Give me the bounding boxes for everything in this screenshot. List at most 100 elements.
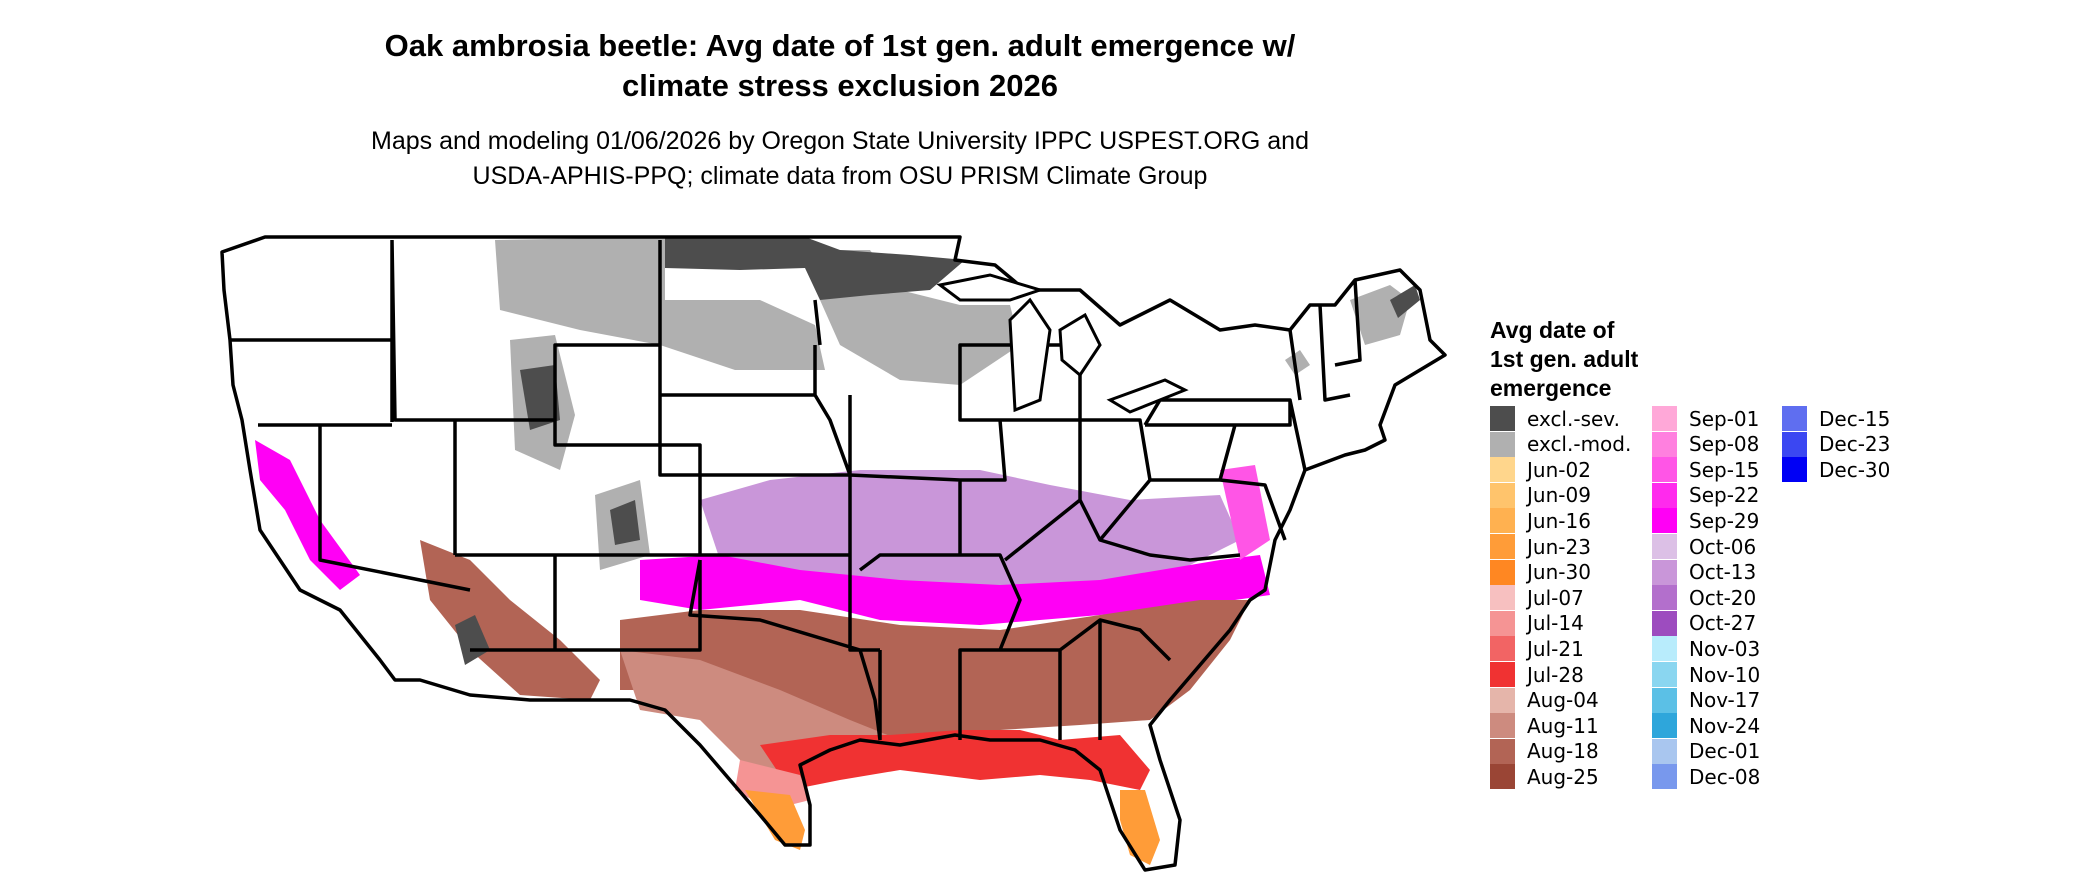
state-lines xyxy=(230,239,1362,741)
legend-label: Jul-07 xyxy=(1527,585,1584,610)
legend-label: Aug-25 xyxy=(1527,764,1599,789)
legend-item: Aug-04 xyxy=(1490,687,1599,713)
region-july-gulf xyxy=(760,730,1150,790)
legend-swatch xyxy=(1490,406,1515,431)
legend-swatch xyxy=(1490,508,1515,534)
legend-item: excl.-mod. xyxy=(1490,431,1632,457)
legend-swatch xyxy=(1652,534,1677,559)
legend-label: Dec-01 xyxy=(1689,739,1761,764)
legend-label: Jun-16 xyxy=(1527,508,1591,533)
legend-label: Dec-30 xyxy=(1819,457,1891,482)
legend-item: Jul-14 xyxy=(1490,610,1584,636)
legend-item: Oct-27 xyxy=(1652,610,1757,636)
legend-item: Dec-01 xyxy=(1652,738,1761,764)
legend-item: Sep-29 xyxy=(1652,508,1759,534)
legend-swatch xyxy=(1490,713,1515,739)
legend-label: Oct-27 xyxy=(1689,611,1757,636)
legend-swatch xyxy=(1652,585,1677,611)
region-southwest-mix xyxy=(420,540,600,700)
legend-item: Oct-20 xyxy=(1652,585,1757,611)
legend-item: Oct-06 xyxy=(1652,534,1756,559)
legend-item: Jul-28 xyxy=(1490,662,1584,687)
region-excl-mod-northeast xyxy=(1285,285,1410,375)
lake-huron xyxy=(1058,312,1102,378)
legend-swatch xyxy=(1490,662,1515,687)
legend-label: excl.-sev. xyxy=(1527,406,1620,431)
region-october-belt xyxy=(700,470,1240,590)
map-title-line-2: climate stress exclusion 2026 xyxy=(622,68,1058,103)
legend-label: Oct-20 xyxy=(1689,585,1757,610)
map-title: Oak ambrosia beetle: Avg date of 1st gen… xyxy=(330,26,1350,106)
legend-label: Aug-04 xyxy=(1527,688,1599,713)
lake-michigan xyxy=(1008,297,1052,413)
legend-label: Oct-13 xyxy=(1689,560,1757,585)
legend-swatch xyxy=(1490,636,1515,662)
legend-label: Nov-03 xyxy=(1689,636,1761,661)
region-excl-sev-north-dakota-minnesota xyxy=(665,237,965,300)
legend-label: Sep-01 xyxy=(1689,406,1760,431)
legend-label: Sep-15 xyxy=(1689,457,1760,482)
legend-label: Jul-21 xyxy=(1527,636,1584,661)
legend-swatch xyxy=(1490,585,1515,611)
legend-swatch xyxy=(1490,610,1515,636)
legend-swatch xyxy=(1652,687,1677,713)
region-june-florida xyxy=(1120,790,1160,865)
legend-item: Jul-21 xyxy=(1490,636,1584,662)
us-outline xyxy=(220,235,1447,872)
legend-item: Sep-22 xyxy=(1652,482,1760,508)
legend-label: Jul-14 xyxy=(1527,611,1584,636)
legend-item: Aug-25 xyxy=(1490,764,1599,790)
legend-item: Jun-02 xyxy=(1490,457,1591,483)
legend-label: Nov-10 xyxy=(1689,662,1761,687)
lake-superior xyxy=(936,273,1045,302)
legend-item: excl.-sev. xyxy=(1490,406,1620,431)
legend-item: Aug-18 xyxy=(1490,738,1599,764)
region-southwest-magenta xyxy=(255,440,360,590)
legend-item: Nov-17 xyxy=(1652,687,1761,713)
legend-label: Dec-08 xyxy=(1689,764,1761,789)
map-title-line-1: Oak ambrosia beetle: Avg date of 1st gen… xyxy=(384,28,1296,63)
legend-label: excl.-mod. xyxy=(1527,432,1632,457)
legend-item: Oct-13 xyxy=(1652,559,1757,585)
map-subtitle-line-1: Maps and modeling 01/06/2026 by Oregon S… xyxy=(371,127,1309,155)
legend-label: Nov-17 xyxy=(1689,688,1761,713)
legend-swatch xyxy=(1652,508,1677,534)
legend-item: Dec-15 xyxy=(1782,406,1890,431)
legend-swatch xyxy=(1782,406,1807,431)
map-subtitle: Maps and modeling 01/06/2026 by Oregon S… xyxy=(280,124,1400,194)
legend-item: Jul-07 xyxy=(1490,585,1584,611)
legend-swatch xyxy=(1652,738,1677,764)
legend-item: Dec-23 xyxy=(1782,431,1890,457)
region-excl-sev-wyoming xyxy=(520,365,560,430)
legend-swatch xyxy=(1652,559,1677,585)
legend-item: Jun-09 xyxy=(1490,482,1591,508)
legend-item: Nov-03 xyxy=(1652,636,1761,662)
legend-item: Jun-16 xyxy=(1490,508,1591,534)
legend-swatch xyxy=(1652,431,1677,457)
legend-swatch xyxy=(1652,662,1677,687)
legend-swatch xyxy=(1652,610,1677,636)
legend-title-line-2: 1st gen. adult xyxy=(1490,346,1639,372)
legend-swatch xyxy=(1782,431,1807,457)
legend-title: Avg date of 1st gen. adult emergence xyxy=(1490,316,1638,403)
legend-swatch xyxy=(1652,636,1677,662)
legend-item: Sep-01 xyxy=(1652,406,1759,431)
legend-swatch xyxy=(1490,764,1515,790)
legend-item: Dec-08 xyxy=(1652,764,1761,790)
legend-swatch xyxy=(1490,457,1515,483)
legend-swatch xyxy=(1490,482,1515,508)
legend-label: Sep-08 xyxy=(1689,432,1760,457)
legend-label: Jun-02 xyxy=(1527,457,1591,482)
legend-swatch xyxy=(1652,406,1677,431)
state-boundaries xyxy=(220,235,1447,872)
legend-item: Nov-24 xyxy=(1652,713,1761,739)
lake-erie xyxy=(1106,378,1189,414)
legend-swatch xyxy=(1652,764,1677,790)
legend-label: Jun-30 xyxy=(1527,560,1591,585)
legend-label: Jun-09 xyxy=(1527,483,1591,508)
legend-label: Nov-24 xyxy=(1689,713,1761,738)
legend-swatch xyxy=(1652,713,1677,739)
legend-label: Sep-22 xyxy=(1689,483,1760,508)
region-excl-sev-colorado xyxy=(610,500,640,545)
legend-label: Jun-23 xyxy=(1527,534,1591,559)
